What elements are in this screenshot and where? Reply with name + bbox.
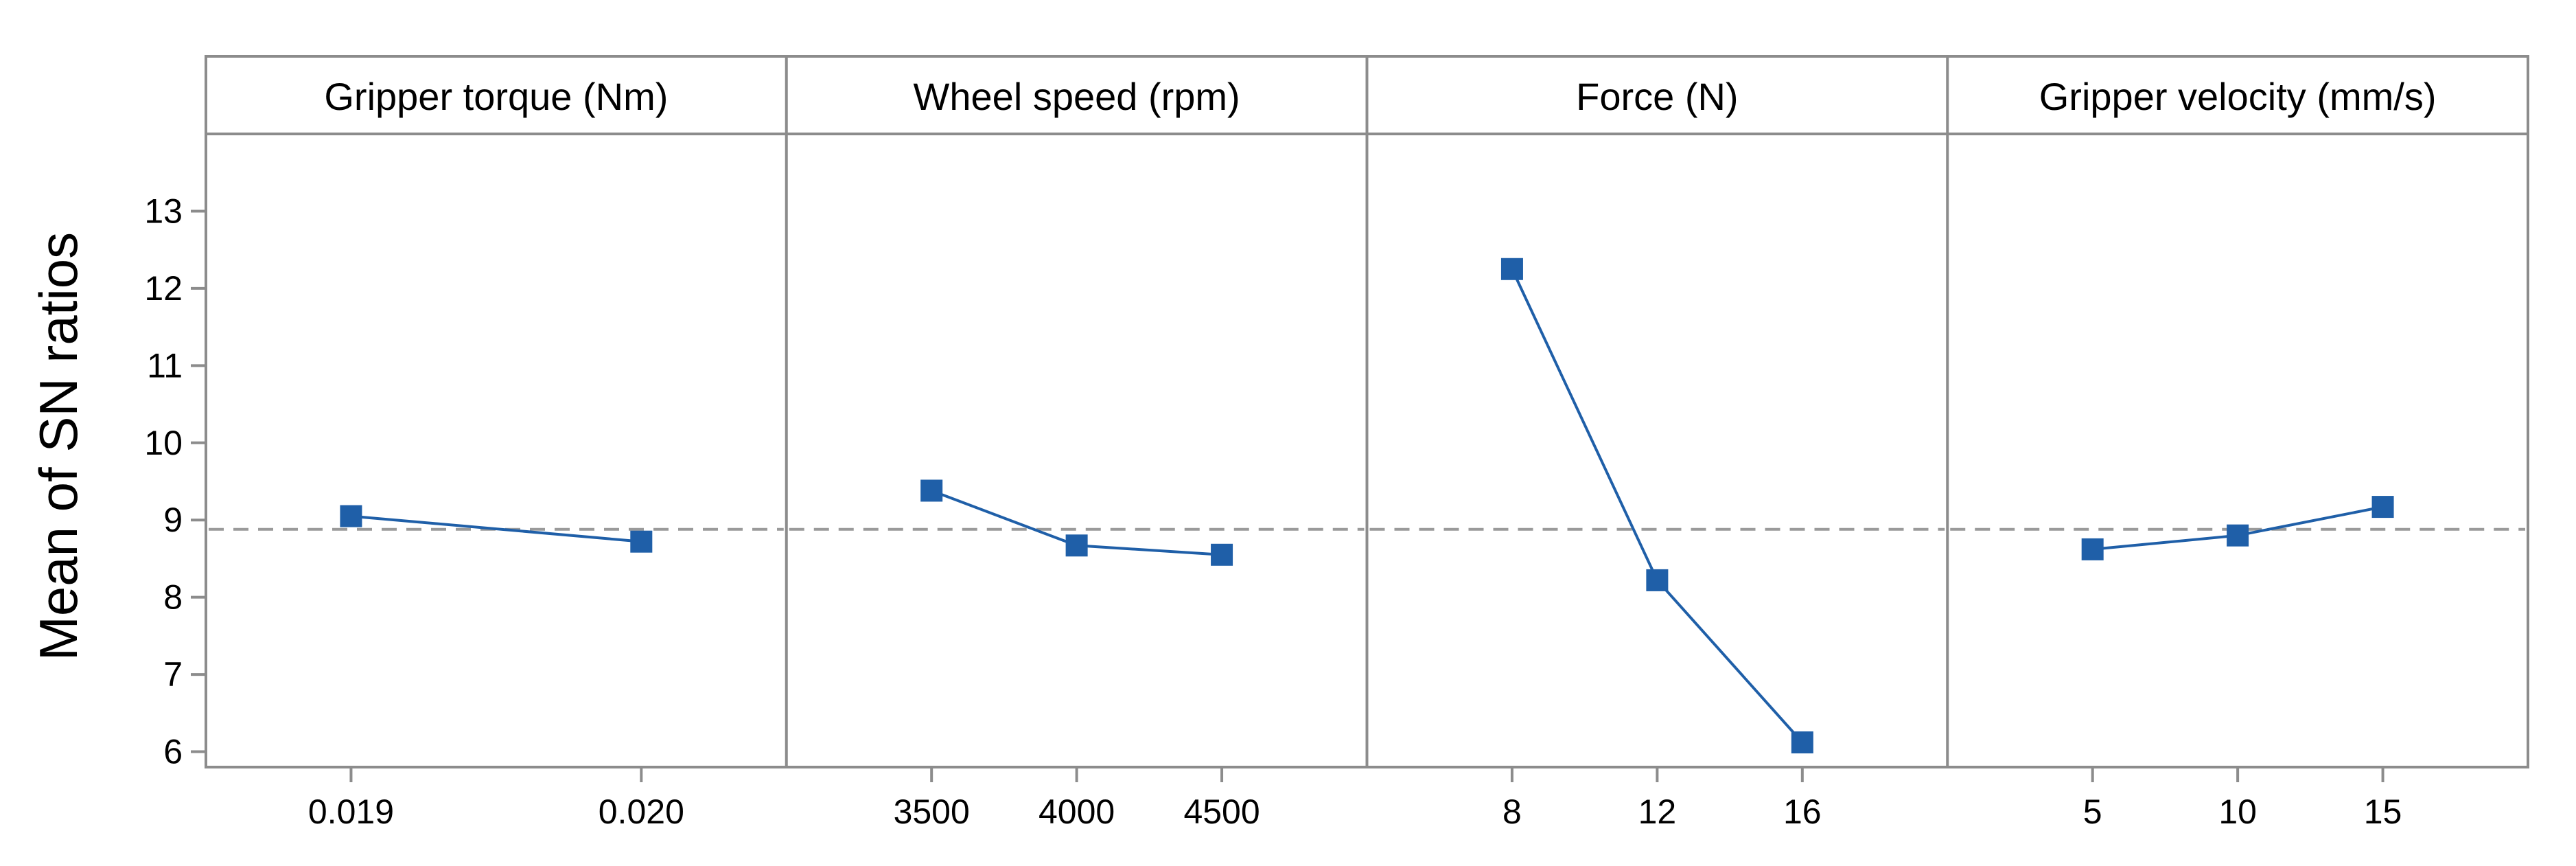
y-tick-label: 9 <box>163 501 183 539</box>
panel-title: Gripper torque (Nm) <box>324 75 668 118</box>
y-tick-label: 11 <box>147 346 183 385</box>
data-point <box>1211 543 1233 566</box>
data-point <box>2371 496 2394 519</box>
panel-title: Wheel speed (rpm) <box>914 75 1240 118</box>
x-tick-label: 4000 <box>1038 793 1115 831</box>
x-tick-label: 16 <box>1783 793 1822 831</box>
x-tick-label: 15 <box>2364 793 2402 831</box>
plot-area: 6 7 8 9 10 11 12 13 Gripper torque (Nm) 0.019 0.02… <box>144 55 2529 831</box>
x-tick-label: 0.019 <box>308 793 394 831</box>
y-tick-label: 12 <box>144 269 183 308</box>
series-line <box>351 514 642 543</box>
y-tick-label: 6 <box>163 733 183 771</box>
data-point <box>1791 731 1813 754</box>
data-point <box>920 479 943 502</box>
y-tick-label: 8 <box>163 578 183 617</box>
x-tick-label: 10 <box>2218 793 2257 831</box>
x-tick-label: 12 <box>1638 793 1677 831</box>
y-tick-label: 13 <box>144 192 183 230</box>
x-tick-label: 3500 <box>894 793 970 831</box>
data-point <box>2081 538 2104 560</box>
x-tick-label: 4500 <box>1183 793 1260 831</box>
series-line <box>1511 268 1804 744</box>
x-tick-label: 0.020 <box>599 793 684 831</box>
y-tick-label: 10 <box>144 424 183 462</box>
data-point <box>1500 258 1523 280</box>
panel-title: Gripper velocity (mm/s) <box>2039 75 2437 118</box>
x-tick-label: 5 <box>2083 793 2102 831</box>
data-point <box>1065 534 1088 557</box>
x-tick-label: 8 <box>1502 793 1522 831</box>
data-point <box>1646 569 1669 591</box>
data-point <box>2227 524 2249 547</box>
data-point <box>340 505 362 527</box>
y-tick-label: 7 <box>163 655 183 694</box>
panel-title: Force (N) <box>1576 75 1738 118</box>
data-point <box>630 530 653 553</box>
y-axis-label: Mean of SN ratios <box>28 232 89 661</box>
